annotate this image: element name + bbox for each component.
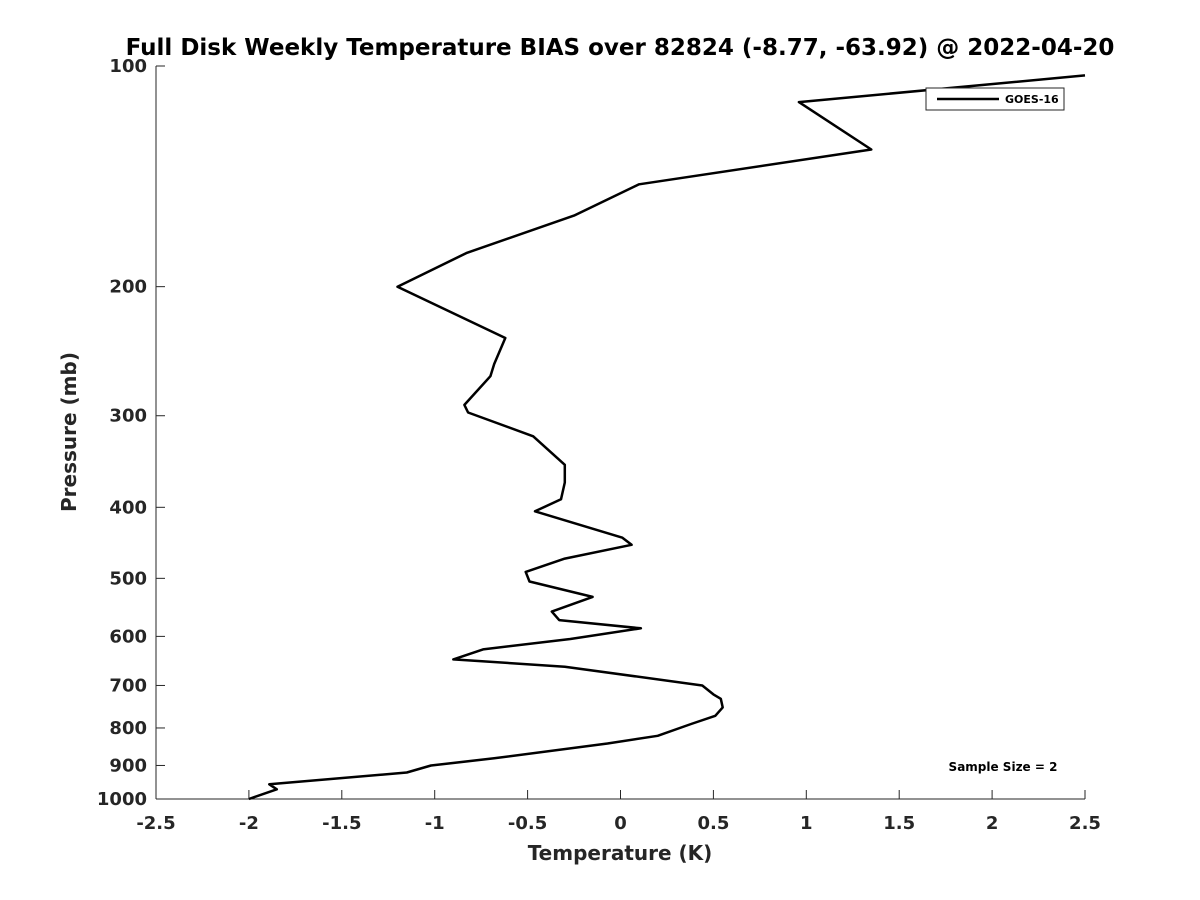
legend: GOES-16 <box>925 87 1065 111</box>
y-axis-ticks: 100 200 300 400 500 600 700 800 900 1000 <box>97 56 165 810</box>
x-tick-label: 1.5 <box>883 813 915 834</box>
y-tick-label: 500 <box>109 568 147 589</box>
x-tick-label: 2.5 <box>1069 813 1101 834</box>
x-tick-label: -1 <box>425 813 445 834</box>
x-tick-label: 0.5 <box>697 813 729 834</box>
y-tick-label: 1000 <box>97 789 147 810</box>
y-tick-label: 700 <box>109 675 147 696</box>
sample-size-annotation: Sample Size = 2 <box>949 760 1058 774</box>
y-tick-label: 900 <box>109 755 147 776</box>
x-axis-ticks: -2.5 -2 -1.5 -1 -0.5 0 0.5 1 1.5 2 2.5 <box>136 790 1101 834</box>
y-tick-label: 800 <box>109 718 147 739</box>
x-axis-label: Temperature (K) <box>528 841 713 865</box>
y-axis-label: Pressure (mb) <box>57 352 81 512</box>
x-tick-label: -2.5 <box>136 813 175 834</box>
x-tick-label: 2 <box>986 813 999 834</box>
legend-entry-goes-16: GOES-16 <box>1005 93 1059 106</box>
x-tick-label: 0 <box>614 813 627 834</box>
y-tick-label: 400 <box>109 497 147 518</box>
y-tick-label: 600 <box>109 626 147 647</box>
x-tick-label: 1 <box>800 813 813 834</box>
series-line-goes-16 <box>248 74 1086 801</box>
y-tick-label: 200 <box>109 277 147 298</box>
x-tick-label: -0.5 <box>508 813 547 834</box>
y-tick-label: 100 <box>109 56 147 77</box>
chart-title: Full Disk Weekly Temperature BIAS over 8… <box>126 35 1115 61</box>
x-tick-label: -2 <box>239 813 259 834</box>
y-tick-label: 300 <box>109 406 147 427</box>
x-tick-label: -1.5 <box>322 813 361 834</box>
